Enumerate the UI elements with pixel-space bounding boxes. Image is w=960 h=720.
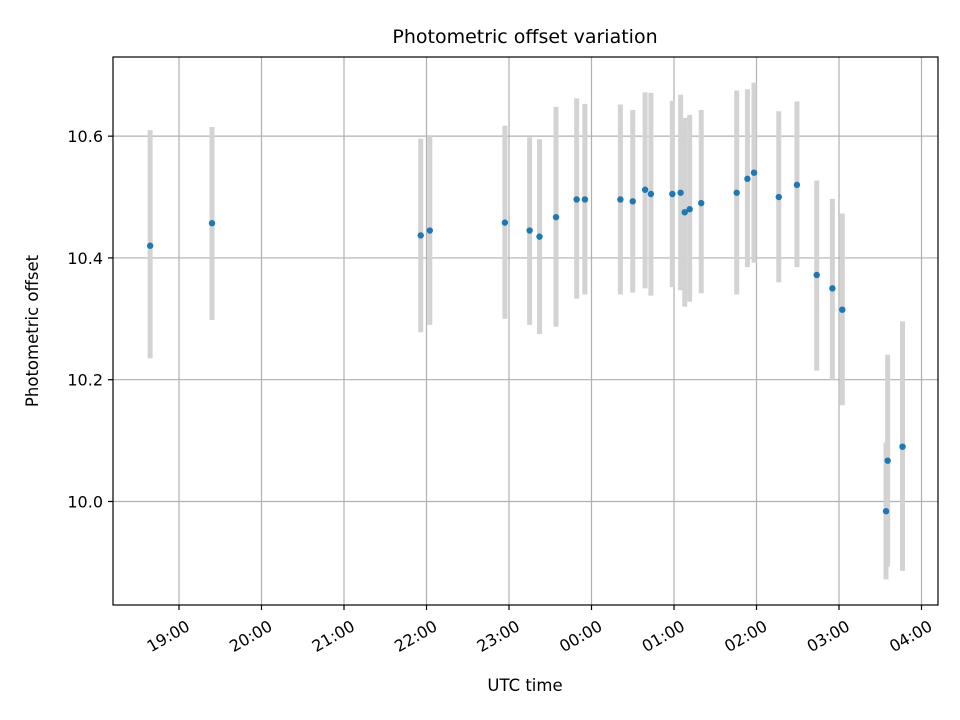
data-point (899, 443, 906, 450)
y-tick-label: 10.0 (67, 492, 103, 511)
data-point (573, 196, 580, 203)
plot-area-frame (112, 56, 939, 606)
data-point (677, 189, 684, 196)
data-point (744, 175, 751, 182)
data-point (417, 232, 424, 239)
data-point (750, 169, 758, 176)
chart-title: Photometric offset variation (392, 26, 657, 48)
data-points (146, 169, 906, 515)
data-point (775, 193, 782, 201)
data-point (552, 213, 560, 221)
data-point (526, 227, 533, 234)
data-point (686, 206, 693, 213)
data-point (426, 227, 433, 234)
data-point (501, 219, 509, 226)
data-point (617, 196, 624, 203)
y-tick-label: 10.6 (67, 127, 103, 146)
x-axis-label: UTC time (487, 676, 562, 695)
data-point (884, 457, 891, 464)
data-point (208, 220, 216, 227)
data-point (681, 209, 688, 216)
y-axis-label: Photometric offset (23, 254, 42, 407)
data-point (839, 306, 846, 313)
data-point (733, 189, 740, 196)
y-axis-ticks: 10.0 10.2 10.4 10.6 (67, 127, 113, 511)
data-point (669, 190, 676, 198)
y-tick-label: 10.2 (67, 371, 103, 390)
data-point (536, 233, 543, 240)
data-point (581, 196, 589, 203)
data-point (793, 181, 801, 189)
data-point (629, 198, 636, 205)
data-point (698, 199, 705, 207)
data-point (813, 271, 820, 279)
data-point (641, 186, 649, 193)
data-point (829, 285, 836, 292)
data-point (647, 190, 655, 198)
data-point (882, 508, 890, 515)
data-point (146, 242, 154, 249)
y-tick-label: 10.4 (67, 249, 103, 268)
